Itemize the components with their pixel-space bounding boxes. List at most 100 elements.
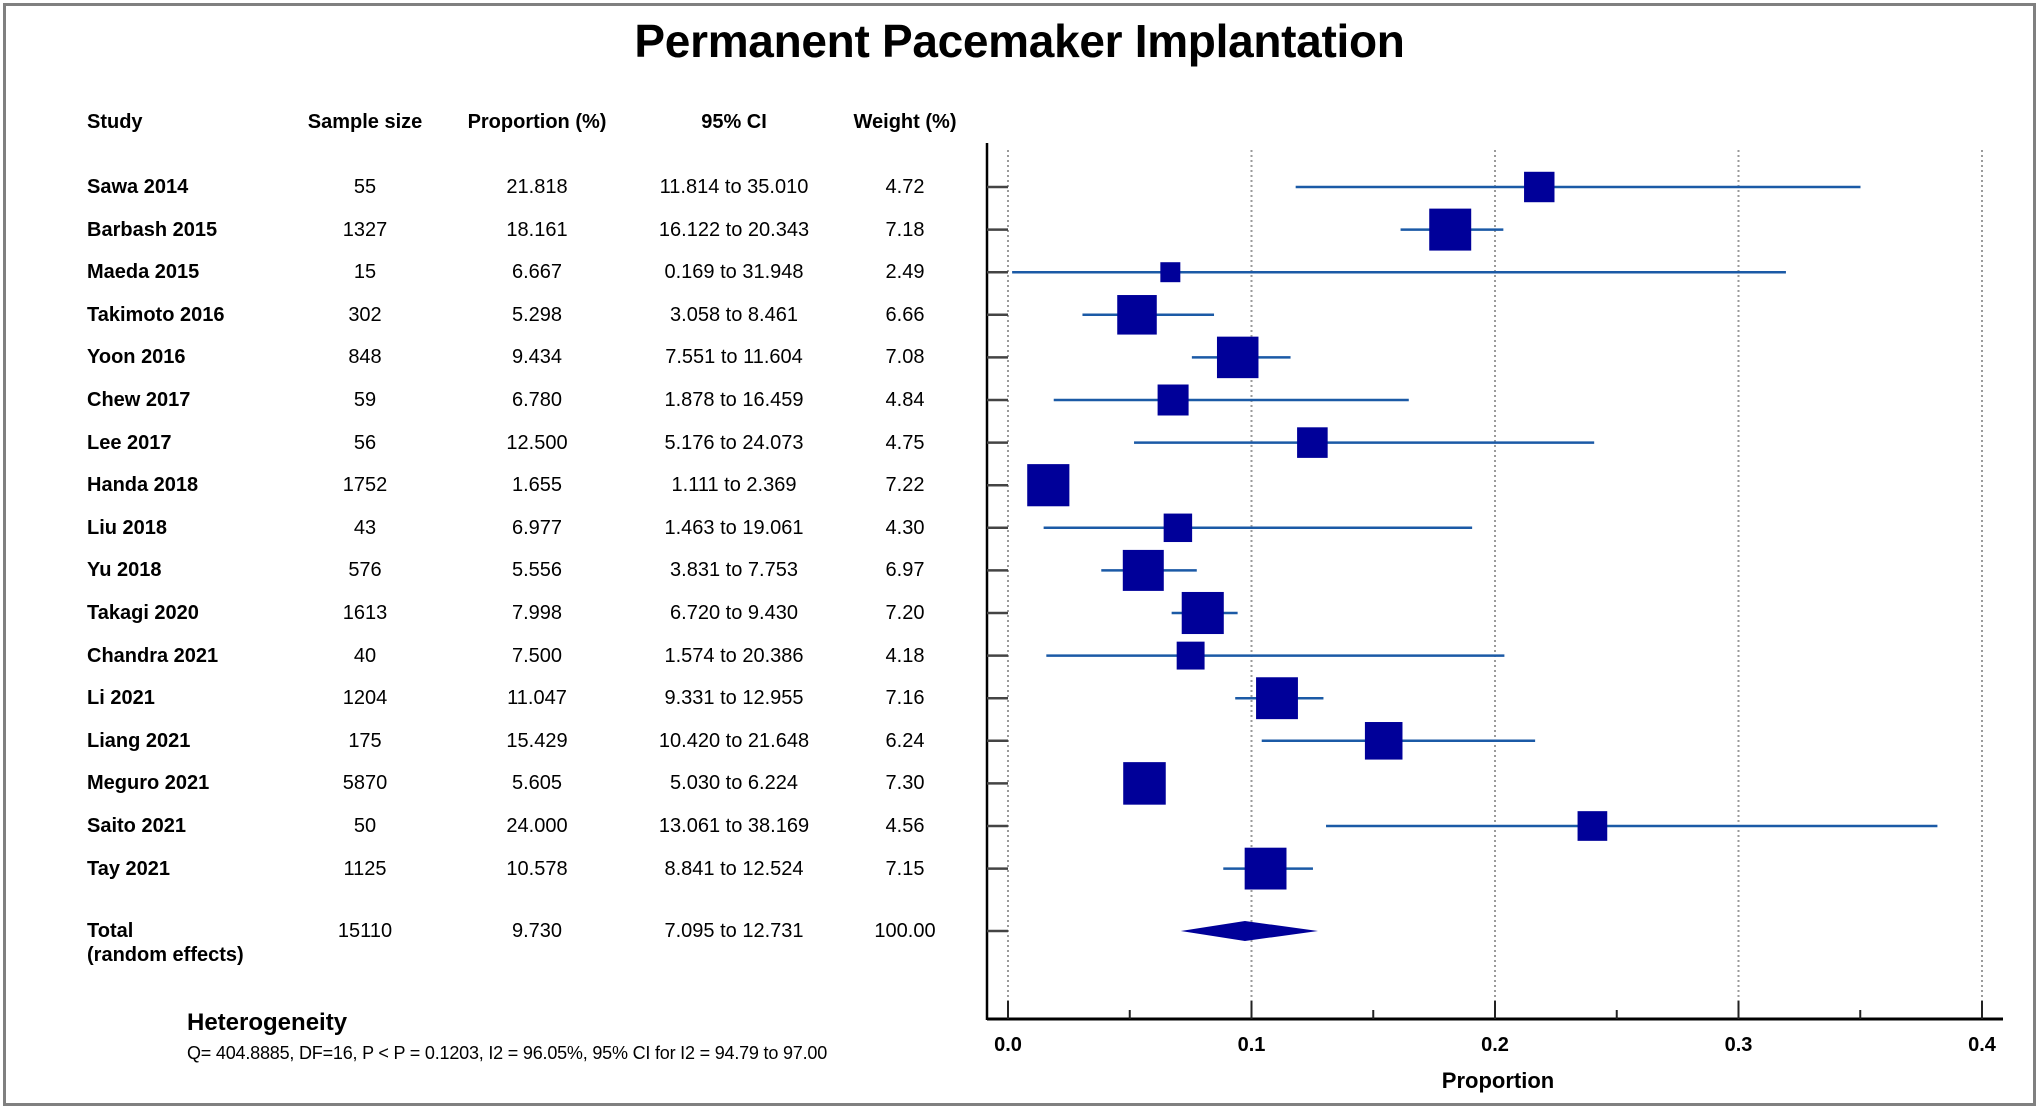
estimate-box bbox=[1027, 464, 1070, 507]
study-name: Sawa 2014 bbox=[87, 176, 189, 198]
estimate-box bbox=[1244, 847, 1287, 890]
sample-size: 56 bbox=[353, 431, 377, 454]
confidence-interval: 16.122 to 20.343 bbox=[658, 218, 810, 241]
study-mark bbox=[987, 549, 1197, 591]
weight: 6.97 bbox=[885, 559, 925, 582]
proportion: 5.605 bbox=[511, 772, 563, 795]
study-name: Liu 2018 bbox=[87, 516, 168, 539]
weight: 4.72 bbox=[885, 176, 925, 198]
confidence-interval: 13.061 to 38.169 bbox=[658, 815, 810, 837]
x-tick-label: 0.4 bbox=[1968, 1034, 1997, 1056]
pooled-diamond bbox=[1180, 921, 1318, 941]
study-mark bbox=[987, 295, 1215, 335]
pooled-mark bbox=[987, 921, 1318, 941]
heterogeneity-stats: Q= 404.8885, DF=16, P < P = 0.1203, I2 =… bbox=[187, 1043, 828, 1063]
study-marks bbox=[987, 171, 1938, 941]
study-name: Liang 2021 bbox=[87, 729, 191, 752]
study-name: Chew 2017 bbox=[87, 389, 191, 411]
study-mark bbox=[987, 847, 1313, 890]
study-name: Barbash 2015 bbox=[87, 218, 218, 241]
estimate-box bbox=[1157, 384, 1189, 416]
study-mark bbox=[987, 513, 1473, 543]
confidence-interval: 10.420 to 21.648 bbox=[658, 729, 810, 752]
proportion: 6.780 bbox=[511, 389, 563, 411]
proportion: 10.578 bbox=[506, 857, 568, 880]
proportion: 24.000 bbox=[506, 815, 568, 837]
sample-size: 175 bbox=[348, 729, 382, 752]
study-name: Li 2021 bbox=[87, 687, 155, 710]
confidence-interval: 5.176 to 24.073 bbox=[664, 431, 804, 454]
sample-size: 848 bbox=[348, 346, 382, 369]
estimate-box bbox=[1176, 641, 1205, 670]
study-name: Chandra 2021 bbox=[87, 644, 219, 667]
proportion: 12.500 bbox=[506, 431, 568, 454]
x-tick-label: 0.2 bbox=[1481, 1034, 1509, 1056]
header-weight: Weight (%) bbox=[853, 111, 957, 133]
sample-size: 1204 bbox=[342, 687, 388, 710]
estimate-box bbox=[1429, 208, 1472, 251]
estimate-box bbox=[1256, 677, 1298, 720]
estimate-box bbox=[1364, 722, 1403, 760]
sample-size: 50 bbox=[353, 815, 377, 837]
sample-size: 5870 bbox=[342, 772, 388, 795]
header-ci: 95% CI bbox=[701, 111, 767, 133]
gridlines bbox=[1007, 150, 1983, 1001]
study-mark bbox=[987, 384, 1409, 416]
total-label: Total bbox=[87, 920, 134, 942]
proportion: 1.655 bbox=[511, 474, 563, 497]
weight: 4.30 bbox=[885, 516, 925, 539]
study-name: Handa 2018 bbox=[87, 474, 199, 497]
weight: 6.66 bbox=[885, 303, 925, 326]
header-study: Study bbox=[87, 111, 143, 133]
confidence-interval: 6.720 to 9.430 bbox=[670, 602, 798, 624]
study-mark bbox=[987, 722, 1536, 760]
study-mark bbox=[987, 591, 1238, 635]
proportion: 11.047 bbox=[507, 687, 567, 710]
proportion: 6.977 bbox=[511, 516, 563, 539]
total-ci: 7.095 to 12.731 bbox=[664, 920, 804, 942]
study-name: Takagi 2020 bbox=[87, 602, 199, 624]
proportion: 5.298 bbox=[511, 303, 563, 326]
weight: 4.18 bbox=[885, 644, 925, 667]
study-name: Tay 2021 bbox=[87, 857, 171, 880]
chart-title: Permanent Pacemaker Implantation bbox=[634, 15, 1405, 67]
study-name: Meguro 2021 bbox=[87, 772, 210, 795]
weight: 7.18 bbox=[885, 218, 925, 241]
proportion: 18.161 bbox=[506, 218, 568, 241]
confidence-interval: 8.841 to 12.524 bbox=[664, 857, 804, 880]
sample-size: 15 bbox=[353, 261, 377, 284]
estimate-box bbox=[1123, 762, 1166, 805]
confidence-interval: 7.551 to 11.604 bbox=[665, 346, 803, 369]
study-mark bbox=[987, 677, 1324, 720]
x-axis-label: Proportion bbox=[1442, 1068, 1554, 1093]
weight: 4.75 bbox=[885, 431, 925, 454]
study-mark bbox=[987, 208, 1504, 251]
proportion: 7.500 bbox=[511, 644, 563, 667]
sample-size: 59 bbox=[353, 389, 377, 411]
total-label-sub: (random effects) bbox=[87, 944, 244, 966]
study-mark bbox=[987, 762, 1166, 805]
confidence-interval: 11.814 to 35.010 bbox=[659, 176, 809, 198]
sample-size: 1327 bbox=[342, 218, 388, 241]
confidence-interval: 1.878 to 16.459 bbox=[664, 389, 804, 411]
sample-size: 40 bbox=[353, 644, 377, 667]
x-tick-label: 0.0 bbox=[994, 1034, 1022, 1056]
estimate-box bbox=[1297, 427, 1328, 458]
x-tick-label: 0.3 bbox=[1725, 1034, 1753, 1056]
sample-size: 1613 bbox=[342, 602, 388, 624]
confidence-interval: 3.058 to 8.461 bbox=[670, 303, 798, 326]
weight: 7.30 bbox=[885, 772, 925, 795]
sample-size: 1752 bbox=[342, 474, 388, 497]
study-mark bbox=[987, 464, 1070, 507]
confidence-interval: 1.463 to 19.061 bbox=[664, 516, 804, 539]
confidence-interval: 1.111 to 2.369 bbox=[671, 474, 797, 497]
weight: 4.56 bbox=[885, 815, 925, 837]
sample-size: 43 bbox=[353, 516, 377, 539]
proportion: 9.434 bbox=[511, 346, 563, 369]
weight: 4.84 bbox=[885, 389, 925, 411]
confidence-interval: 9.331 to 12.955 bbox=[664, 687, 804, 710]
confidence-interval: 0.169 to 31.948 bbox=[664, 261, 804, 284]
study-name: Lee 2017 bbox=[87, 431, 172, 454]
study-name: Takimoto 2016 bbox=[87, 303, 225, 326]
